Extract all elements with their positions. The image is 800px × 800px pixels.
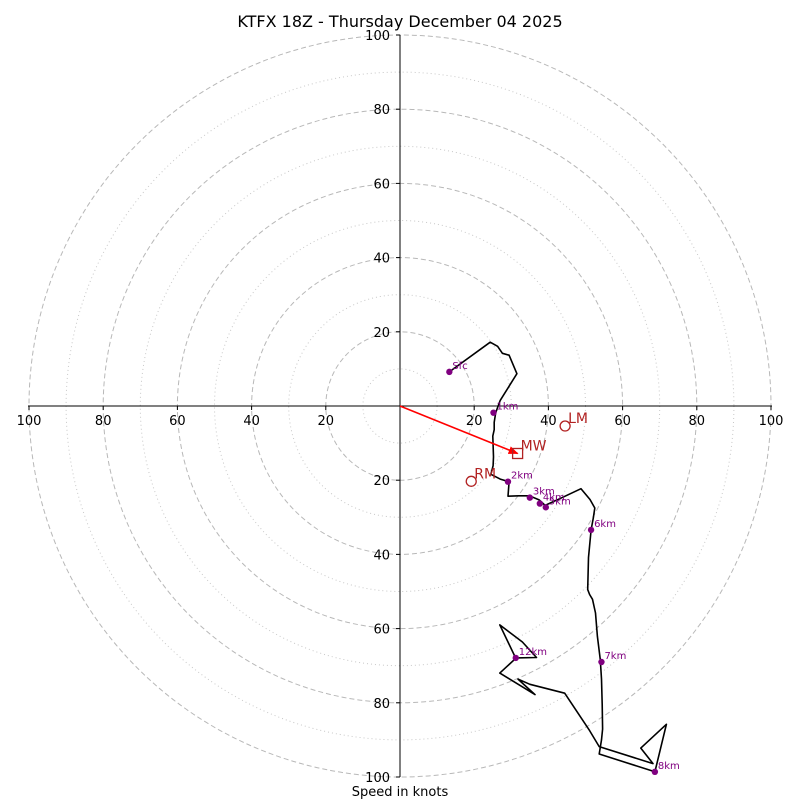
height-label-6km: 6km bbox=[594, 519, 616, 530]
height-label-4km: 4km bbox=[543, 493, 565, 504]
height-point-2km bbox=[504, 478, 512, 485]
y-tick-label: 20 bbox=[373, 474, 390, 489]
y-tick-label: 80 bbox=[373, 103, 390, 118]
left-mover-label: LM bbox=[568, 411, 588, 427]
y-tick-label: 60 bbox=[373, 623, 390, 638]
axis-ticks: 100 80 60 40 20 20 40 60 80 100 100 80 60 40 20 20 40 60 8… bbox=[17, 29, 784, 786]
x-tick-label: 40 bbox=[540, 414, 557, 429]
height-label-2km: 2km bbox=[511, 471, 533, 482]
y-tick-label: 80 bbox=[373, 697, 390, 712]
y-tick-label: 100 bbox=[365, 29, 390, 44]
x-tick-label: 100 bbox=[759, 414, 784, 429]
chart-title: KTFX 18Z - Thursday December 04 2025 bbox=[237, 12, 562, 31]
shear-vector-arrow bbox=[399, 405, 519, 455]
left-mover-marker bbox=[559, 420, 571, 432]
x-tick-label: 20 bbox=[318, 414, 335, 429]
height-point-4km bbox=[536, 500, 544, 507]
height-label-5km: 5km bbox=[549, 496, 571, 507]
y-tick-label: 40 bbox=[373, 548, 390, 563]
height-label-8km: 8km bbox=[658, 761, 680, 772]
height-label-7km: 7km bbox=[604, 651, 626, 662]
height-point-6km bbox=[587, 526, 595, 534]
height-label-1km: 1km bbox=[496, 402, 518, 413]
mean-wind-marker bbox=[511, 447, 524, 460]
height-label-3km: 3km bbox=[533, 487, 555, 498]
hodograph-trace bbox=[448, 341, 668, 773]
height-point-7km bbox=[598, 658, 605, 666]
height-point-sfc bbox=[446, 368, 453, 376]
x-tick-label: 20 bbox=[466, 414, 483, 429]
height-label-12km: 12km bbox=[519, 647, 547, 658]
right-mover-label: RM bbox=[474, 466, 496, 482]
height-point-8km bbox=[651, 768, 659, 776]
x-tick-label: 40 bbox=[243, 414, 260, 429]
y-tick-label: 20 bbox=[373, 326, 390, 341]
height-label-sfc: Sfc bbox=[452, 361, 467, 372]
x-axis-label: Speed in knots bbox=[352, 785, 449, 800]
y-tick-label: 60 bbox=[373, 177, 390, 192]
height-point-3km bbox=[526, 494, 534, 501]
height-point-12km bbox=[512, 654, 519, 662]
y-tick-label: 100 bbox=[365, 771, 390, 786]
mean-wind-label: MW bbox=[521, 438, 547, 454]
x-tick-label: 60 bbox=[614, 414, 631, 429]
storm-motion-markers: LM RM MW bbox=[465, 411, 588, 487]
x-tick-label: 60 bbox=[169, 414, 186, 429]
x-tick-label: 100 bbox=[17, 414, 42, 429]
height-point-1km bbox=[490, 409, 497, 416]
y-tick-label: 40 bbox=[373, 252, 390, 267]
x-tick-label: 80 bbox=[689, 414, 706, 429]
height-point-5km bbox=[542, 504, 550, 511]
right-mover-marker bbox=[465, 475, 477, 487]
x-tick-label: 80 bbox=[95, 414, 112, 429]
